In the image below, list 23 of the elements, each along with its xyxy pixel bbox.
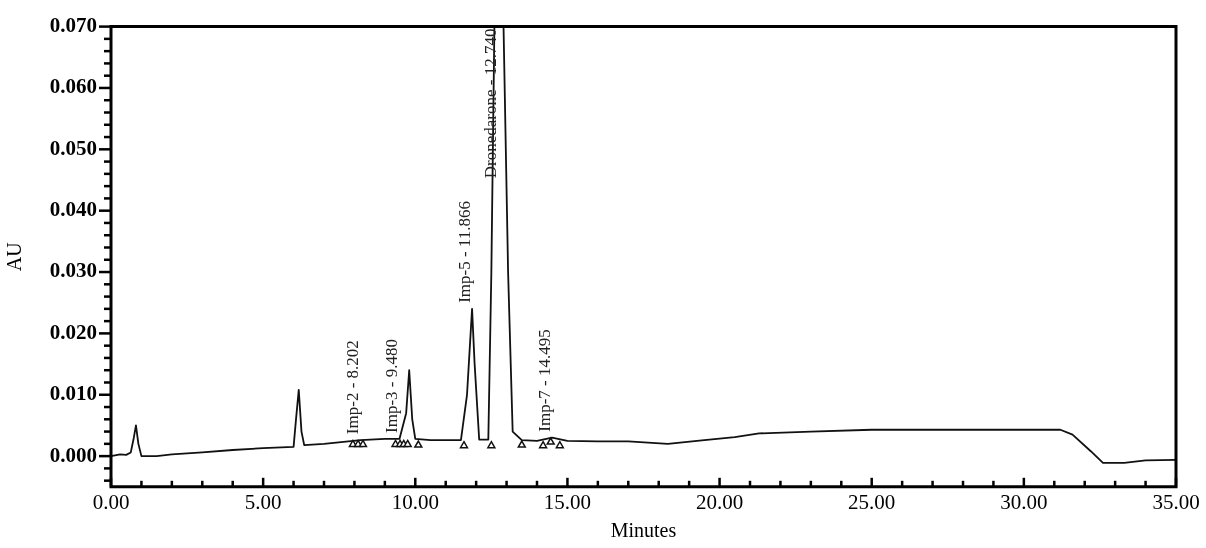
y-tick-label: 0.030 — [49, 258, 97, 283]
x-axis-title: Minutes — [610, 519, 677, 542]
y-tick-label: 0.000 — [49, 442, 97, 467]
x-tick-label: 30.00 — [1000, 489, 1048, 514]
y-tick-label: 0.010 — [49, 381, 97, 406]
x-tick-label: 15.00 — [543, 489, 592, 514]
y-tick-label: 0.040 — [49, 197, 97, 222]
y-axis-title: AU — [3, 241, 26, 272]
y-tick-label: 0.070 — [49, 13, 97, 38]
annotation: Imp-7 - 14.495 — [534, 329, 554, 432]
x-tick-label: 20.00 — [695, 489, 744, 514]
annotation: Dronedarone - 12.740 — [481, 28, 501, 179]
x-tick-label: 5.00 — [244, 489, 282, 514]
y-tick-label: 0.050 — [49, 135, 97, 160]
x-tick-label: 35.00 — [1152, 489, 1200, 514]
x-tick-label: 25.00 — [848, 489, 896, 514]
annotation: Imp-5 - 11.866 — [454, 201, 474, 303]
x-tick-label: 0.00 — [92, 489, 130, 514]
annotation: Imp-2 - 8.202 — [343, 340, 363, 435]
y-tick-label: 0.020 — [49, 319, 97, 344]
annotation: Imp-3 - 9.480 — [381, 338, 401, 433]
y-tick-label: 0.060 — [49, 74, 97, 99]
x-tick-label: 10.00 — [391, 489, 439, 514]
